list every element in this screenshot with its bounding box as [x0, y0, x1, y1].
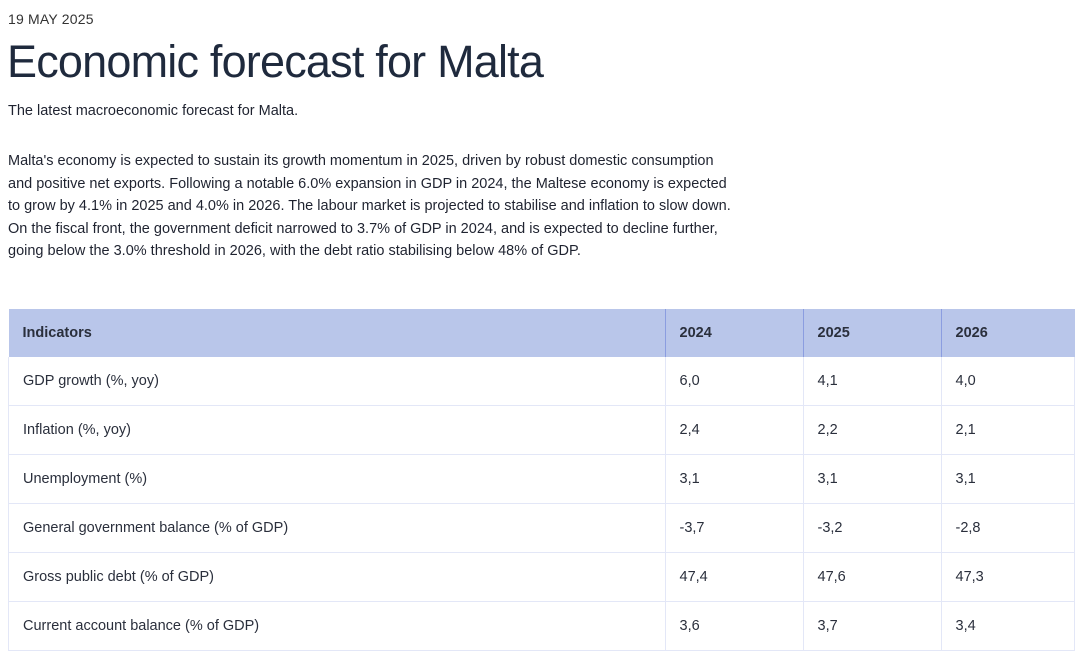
indicator-value: -3,7 — [664, 503, 803, 553]
indicator-value: 2,4 — [664, 405, 803, 455]
table-row: Unemployment (%) 3,1 3,1 3,1 — [8, 454, 1075, 504]
indicator-value: 3,6 — [664, 601, 803, 651]
indicator-value: 3,1 — [802, 454, 941, 504]
page-title: Economic forecast for Malta — [7, 36, 544, 87]
summary-paragraph: Malta's economy is expected to sustain i… — [8, 153, 731, 259]
column-header: 2026 — [940, 309, 1075, 357]
indicator-value: 47,6 — [802, 552, 941, 602]
indicator-value: 3,1 — [664, 454, 803, 504]
indicator-value: -2,8 — [940, 503, 1075, 553]
indicator-value: 4,0 — [940, 357, 1075, 406]
indicator-name: Current account balance (% of GDP) — [8, 601, 665, 651]
table-row: GDP growth (%, yoy) 6,0 4,1 4,0 — [8, 357, 1075, 406]
table-row: General government balance (% of GDP) -3,… — [8, 503, 1075, 553]
indicator-value: 2,1 — [940, 405, 1075, 455]
table-row: Inflation (%, yoy) 2,4 2,2 2,1 — [8, 405, 1075, 455]
indicator-value: 4,1 — [802, 357, 941, 406]
column-header: 2025 — [802, 309, 941, 357]
indicator-name: Inflation (%, yoy) — [8, 405, 665, 455]
page-subtitle: The latest macroeconomic forecast for Ma… — [8, 103, 299, 119]
publication-date: 19 MAY 2025 — [8, 11, 94, 27]
table-row: Gross public debt (% of GDP) 47,4 47,6 47,3 — [8, 552, 1075, 602]
indicator-value: 3,1 — [940, 454, 1075, 504]
column-header: Indicators — [8, 309, 665, 357]
indicator-value: 47,4 — [664, 552, 803, 602]
indicator-name: Gross public debt (% of GDP) — [8, 552, 665, 602]
table-row: Current account balance (% of GDP) 3,6 3,7… — [8, 601, 1075, 651]
indicator-value: -3,2 — [802, 503, 941, 553]
indicator-value: 3,7 — [802, 601, 941, 651]
indicator-name: Unemployment (%) — [8, 454, 665, 504]
indicator-name: GDP growth (%, yoy) — [8, 357, 665, 406]
indicator-value: 6,0 — [664, 357, 803, 406]
indicator-name: General government balance (% of GDP) — [8, 503, 665, 553]
table-header-row: Indicators 2024 2025 2026 — [8, 309, 1075, 357]
indicator-value: 47,3 — [940, 552, 1075, 602]
indicator-value: 3,4 — [940, 601, 1075, 651]
indicator-value: 2,2 — [802, 405, 941, 455]
indicators-table: Indicators 2024 2025 2026 GDP growth (%,… — [8, 309, 1075, 651]
column-header: 2024 — [664, 309, 803, 357]
